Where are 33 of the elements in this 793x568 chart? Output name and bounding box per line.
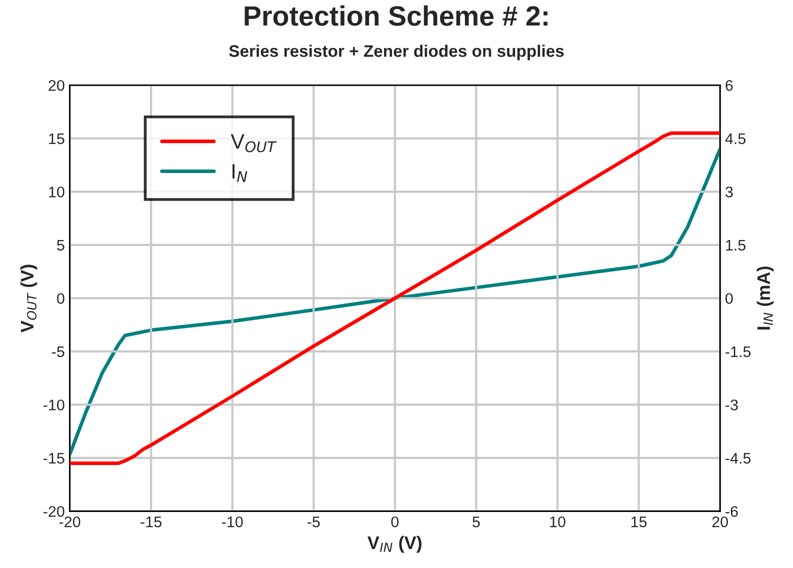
y-tick-label: -20 — [44, 506, 64, 517]
y2-tick-label: -4.5 — [726, 452, 751, 464]
y2-tick-label: 0 — [726, 293, 733, 304]
x-tick-label: -5 — [308, 516, 320, 528]
y-tick-label: -5 — [52, 346, 64, 358]
y-tick-label: 10 — [49, 186, 64, 198]
y-tick-label: -15 — [44, 452, 64, 464]
y-tick-label: 5 — [57, 240, 64, 251]
x-tick-label: 5 — [472, 516, 480, 528]
x-tick-label: -10 — [222, 516, 243, 528]
y-tick-label: -10 — [44, 400, 64, 410]
y2-tick-label: 1.5 — [726, 240, 746, 251]
y2-axis-title: I$_{IN}$ (mA) — [756, 266, 774, 330]
y2-tick-label: 3 — [725, 186, 733, 198]
y-axis-title: V$_{OUT}$ (V) — [20, 264, 38, 332]
y2-tick-label: 4.5 — [725, 133, 746, 144]
y2-tick-label: -1.5 — [726, 346, 751, 358]
x-tick-label: 0 — [391, 516, 399, 528]
chart-title: Protection Scheme # 2: — [244, 5, 548, 26]
x-axis-title: V$_{IN}$ (V) — [368, 536, 422, 553]
legend-label: V$_{OUT}$ — [230, 134, 277, 152]
x-tick-label: -15 — [140, 516, 162, 528]
x-tick-label: 15 — [631, 516, 647, 528]
x-tick-label: 20 — [712, 516, 728, 528]
y2-tick-label: 6 — [726, 80, 733, 91]
x-tick-label: 10 — [550, 516, 566, 528]
chart-subtitle: Series resistor + Zener diodes on supplies — [229, 44, 564, 60]
y2-tick-label: -3 — [726, 400, 738, 410]
y-tick-label: 15 — [49, 133, 64, 144]
y-tick-label: 0 — [57, 293, 64, 304]
y2-tick-label: -6 — [726, 506, 738, 517]
legend-label: I$_{N}$ — [232, 164, 248, 182]
y-tick-label: 20 — [48, 80, 64, 91]
